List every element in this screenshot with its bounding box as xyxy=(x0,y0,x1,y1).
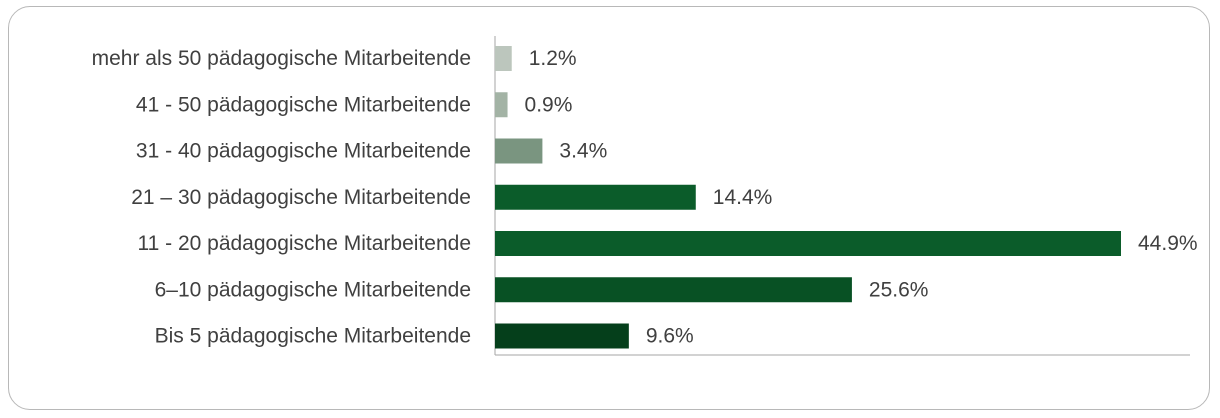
value-label-2: 3.4% xyxy=(559,140,607,163)
value-label-5: 25.6% xyxy=(869,278,929,301)
value-label-0: 1.2% xyxy=(529,47,577,70)
category-label-2: 31 - 40 pädagogische Mitarbeitende xyxy=(136,140,471,163)
bar-6 xyxy=(495,323,629,349)
value-label-6: 9.6% xyxy=(646,325,694,348)
bar-0 xyxy=(495,46,512,71)
bar-1 xyxy=(495,92,508,118)
bar-2 xyxy=(495,138,543,164)
category-label-5: 6–10 pädagogische Mitarbeitende xyxy=(155,278,471,301)
value-label-1: 0.9% xyxy=(525,93,573,116)
bars-group xyxy=(495,46,1121,349)
category-label-3: 21 – 30 pädagogische Mitarbeitende xyxy=(131,186,471,209)
value-label-4: 44.9% xyxy=(1138,232,1198,255)
category-label-0: mehr als 50 pädagogische Mitarbeitende xyxy=(92,47,471,70)
bar-3 xyxy=(495,184,696,210)
bar-4 xyxy=(495,231,1121,256)
bar-5 xyxy=(495,277,852,303)
category-label-6: Bis 5 pädagogische Mitarbeitende xyxy=(155,325,471,348)
category-label-4: 11 - 20 pädagogische Mitarbeitende xyxy=(137,232,471,255)
category-labels-group: mehr als 50 pädagogische Mitarbeitende 41… xyxy=(92,47,471,348)
category-label-1: 41 - 50 pädagogische Mitarbeitende xyxy=(136,93,471,116)
value-labels-group: 1.2% 0.9% 3.4% 14.4% 44.9% 25.6% 9.6% xyxy=(525,47,1198,348)
value-label-3: 14.4% xyxy=(713,186,773,209)
